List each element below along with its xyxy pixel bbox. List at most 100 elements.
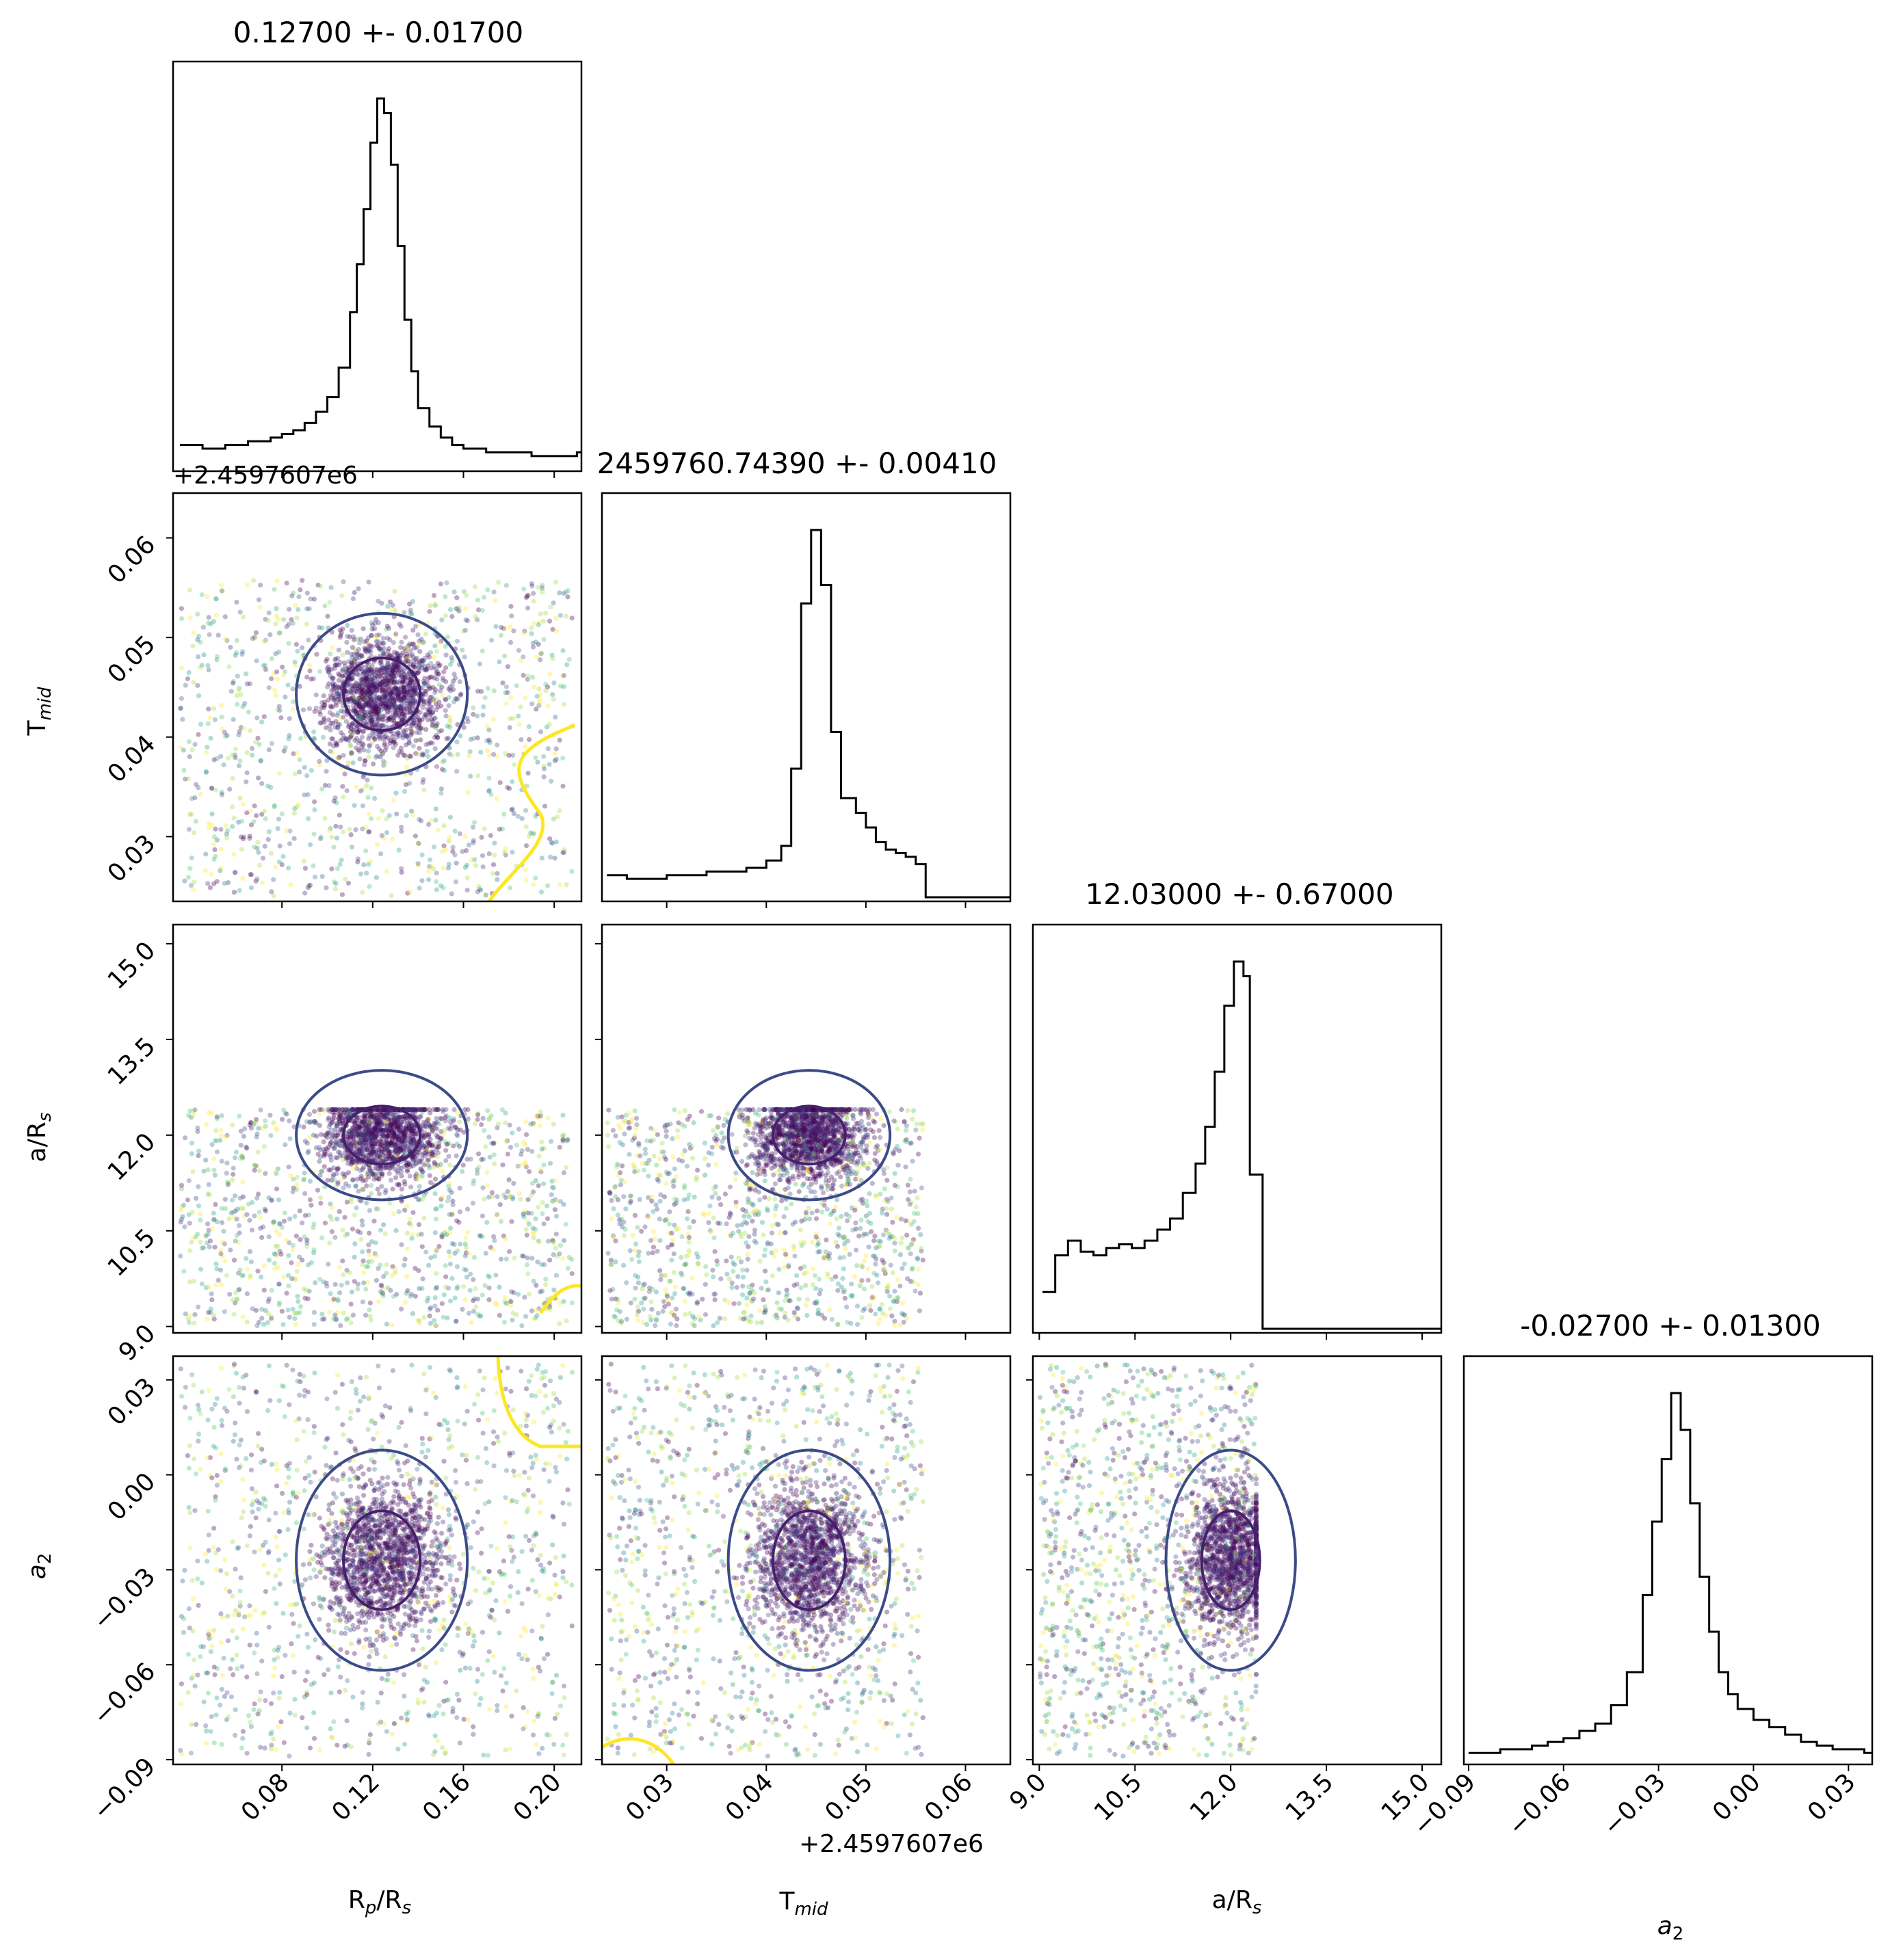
sample-point (329, 1205, 335, 1210)
sample-point (252, 1162, 257, 1168)
sample-point (390, 670, 395, 675)
sample-point (297, 757, 302, 763)
sample-point (321, 1164, 327, 1169)
sample-point (360, 1119, 367, 1125)
sample-point (454, 1110, 460, 1115)
sample-point (393, 710, 398, 715)
sample-point (422, 1123, 428, 1129)
sample-point (354, 686, 360, 691)
sample-point (507, 1193, 513, 1200)
sample-point (389, 690, 394, 696)
sample-point (391, 1293, 397, 1299)
sample-point (422, 1130, 428, 1135)
sample-point (338, 1139, 343, 1144)
sample-point (383, 1139, 389, 1145)
sample-point (369, 1169, 375, 1174)
sample-point (330, 1133, 336, 1138)
sample-point (347, 1134, 353, 1140)
sample-point (503, 690, 508, 696)
sample-point (826, 1114, 831, 1120)
sample-point (348, 725, 354, 731)
sample-point (350, 676, 356, 682)
sample-point (280, 617, 287, 622)
sample-point (449, 753, 455, 758)
sample-point (376, 1158, 382, 1164)
sample-point (369, 741, 375, 746)
sample-point (428, 1180, 434, 1185)
sample-point (360, 1178, 366, 1184)
sample-point (443, 1263, 448, 1269)
sample-point (352, 1107, 357, 1113)
sample-point (511, 1290, 516, 1295)
sample-point (339, 1121, 344, 1127)
sample-point (367, 1132, 372, 1137)
sample-point (406, 1126, 412, 1132)
sample-point (356, 1135, 362, 1141)
sample-point (432, 715, 437, 721)
sample-point (557, 1300, 563, 1306)
sample-point (407, 710, 412, 715)
sample-point (410, 1107, 416, 1113)
sample-point (329, 666, 334, 672)
sample-point (394, 704, 399, 710)
sample-point (404, 1169, 410, 1174)
sample-point (379, 1127, 384, 1133)
sample-point (281, 1274, 287, 1280)
sample-point (369, 1109, 374, 1114)
sample-point (396, 1137, 402, 1143)
sample-point (508, 1145, 514, 1150)
sample-point (783, 1230, 788, 1236)
sample-point (222, 614, 228, 620)
sample-point (371, 669, 377, 674)
sample-point (366, 696, 371, 702)
sample-point (284, 624, 289, 630)
sample-point (359, 1150, 365, 1155)
sample-point (392, 720, 397, 726)
sample-point (402, 1208, 408, 1213)
sample-point (376, 1118, 382, 1124)
sample-point (339, 730, 344, 735)
sample-point (447, 1119, 453, 1124)
sample-point (529, 701, 535, 706)
sample-point (428, 711, 434, 717)
sample-point (754, 1208, 759, 1214)
sample-point (238, 692, 244, 698)
sample-point (387, 599, 393, 605)
sample-point (763, 1143, 768, 1149)
sample-point (491, 590, 497, 595)
sample-point (399, 1306, 404, 1312)
sample-point (214, 657, 220, 663)
sample-point (408, 709, 414, 715)
sample-point (365, 696, 370, 701)
sample-point (349, 733, 354, 739)
sample-point (273, 1243, 278, 1249)
sample-point (405, 1115, 410, 1120)
sample-point (189, 747, 195, 753)
sample-point (336, 1107, 341, 1113)
sample-point (401, 1119, 407, 1124)
sample-point (350, 1107, 356, 1113)
sample-point (324, 1284, 330, 1289)
sample-point (536, 686, 542, 691)
sample-point (387, 678, 393, 684)
sample-point (434, 1206, 439, 1212)
sample-point (356, 1147, 362, 1152)
sample-point (302, 1191, 308, 1196)
sample-point (278, 715, 284, 721)
sample-point (337, 862, 343, 867)
sample-point (492, 1238, 497, 1243)
sample-point (218, 1128, 224, 1133)
sample-point (355, 1158, 360, 1164)
sample-point (373, 693, 379, 699)
sample-point (369, 717, 375, 723)
sample-point (395, 1126, 400, 1132)
sample-point (399, 650, 406, 656)
sample-point (213, 1261, 219, 1267)
sample-point (343, 736, 350, 741)
sample-point (254, 1131, 260, 1137)
sample-point (341, 1310, 346, 1316)
sample-point (530, 644, 536, 650)
sample-point (400, 732, 406, 738)
sample-point (482, 1196, 487, 1202)
sample-point (810, 1111, 815, 1116)
